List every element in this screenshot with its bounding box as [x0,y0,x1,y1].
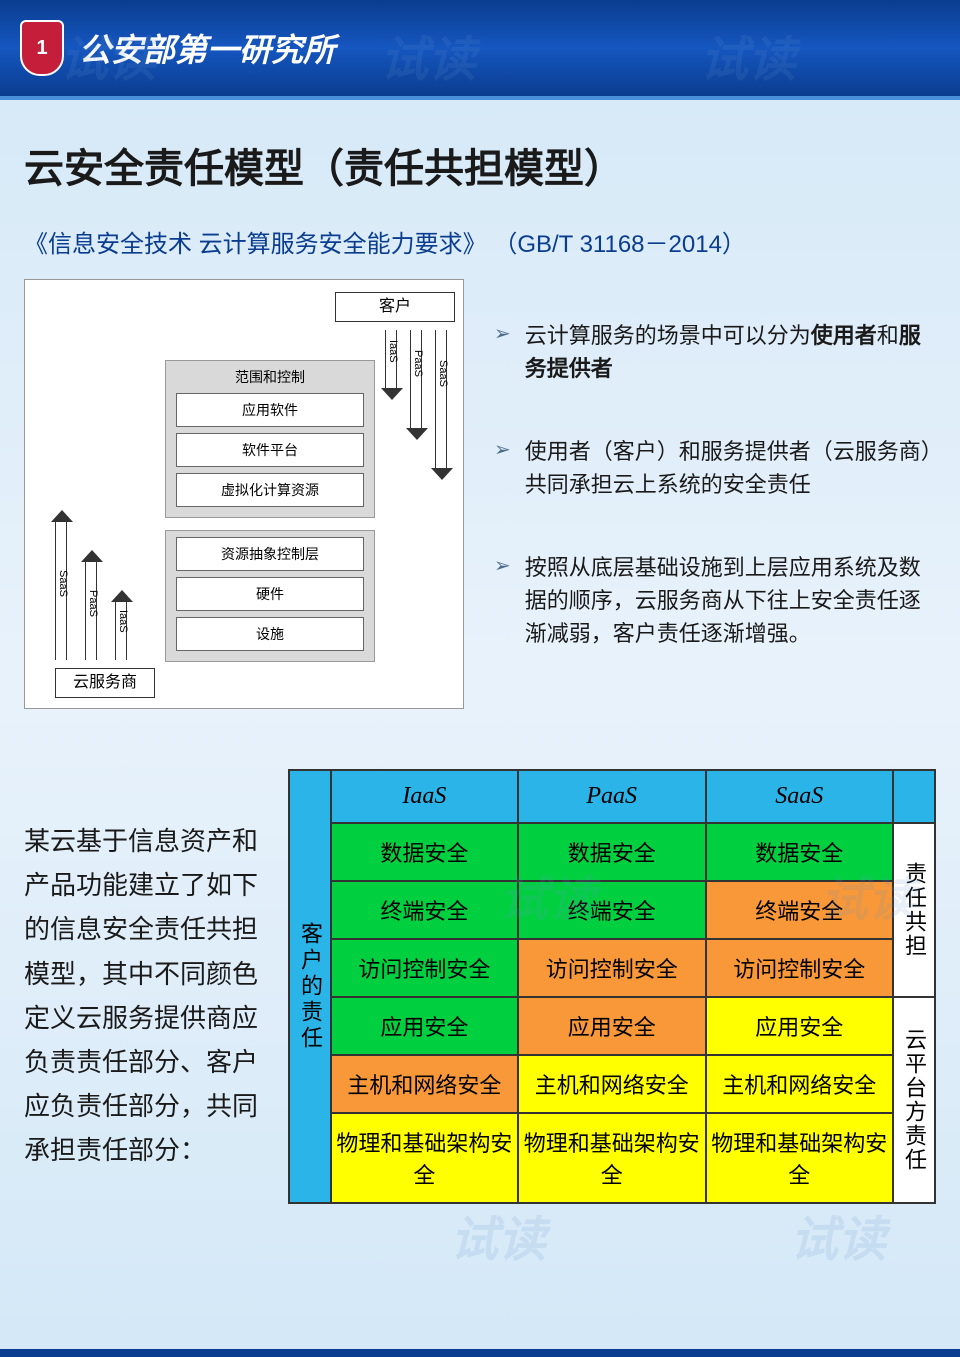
lower-section: 某云基于信息资产和产品功能建立了如下的信息安全责任共担模型，其中不同颜色定义云服… [24,769,936,1204]
bold-text: 使用者 [811,323,877,348]
left-side-label: 客户的责任 [289,770,331,1203]
layer-virtual: 虚拟化计算资源 [176,473,364,507]
cell: 物理和基础架构安全 [331,1113,518,1203]
cell: 访问控制安全 [518,939,706,997]
upper-section: 客户 SaaS PaaS IaaS IaaS PaaS SaaS 范围和控制 应… [24,279,936,709]
header-bar: 1 公安部第一研究所 [0,0,960,100]
slide-subtitle: 《信息安全技术 云计算服务安全能力要求》 （GB/T 31168－2014） [24,224,936,259]
cell: 应用安全 [706,997,893,1055]
bullet-list: ➢ 云计算服务的场景中可以分为使用者和服务提供者 ➢ 使用者（客户）和服务提供者… [494,279,936,709]
cell: 应用安全 [331,997,518,1055]
bullet-item: ➢ 按照从底层基础设施到上层应用系统及数据的顺序，云服务商从下往上安全责任逐渐减… [494,551,936,650]
text: 和 [877,323,899,348]
table-row: 终端安全 终端安全 终端安全 [289,881,935,939]
layer-hardware: 硬件 [176,577,364,611]
responsibility-matrix: 客户的责任 IaaS PaaS SaaS 数据安全 数据安全 数据安全 责任共担… [288,769,936,1204]
arrow-label: IaaS [117,610,129,633]
layer-platform: 软件平台 [176,433,364,467]
table-row: 访问控制安全 访问控制安全 访问控制安全 [289,939,935,997]
table-row: 应用安全 应用安全 应用安全 云平台方责任 [289,997,935,1055]
right-label-platform: 云平台方责任 [893,997,935,1203]
bullet-item: ➢ 使用者（客户）和服务提供者（云服务商）共同承担云上系统的安全责任 [494,435,936,501]
cell: 物理和基础架构安全 [706,1113,893,1203]
infra-group: 资源抽象控制层 硬件 设施 [165,530,375,662]
arrow-saas-down [435,330,447,470]
cell: 数据安全 [706,823,893,881]
corner-cell [893,770,935,823]
bullet-marker-icon: ➢ [494,319,511,385]
arrow-label: IaaS [387,340,399,363]
layer-stack: 范围和控制 应用软件 软件平台 虚拟化计算资源 资源抽象控制层 硬件 设施 [165,360,375,674]
table-row: 主机和网络安全 主机和网络安全 主机和网络安全 [289,1055,935,1113]
bullet-marker-icon: ➢ [494,551,511,650]
cell: 终端安全 [518,881,706,939]
cell: 主机和网络安全 [706,1055,893,1113]
bullet-item: ➢ 云计算服务的场景中可以分为使用者和服务提供者 [494,319,936,385]
bullet-text: 云计算服务的场景中可以分为使用者和服务提供者 [525,319,936,385]
col-header-paas: PaaS [518,770,706,823]
org-name: 公安部第一研究所 [79,25,335,71]
footer-bar [0,1349,960,1357]
table-row: 数据安全 数据安全 数据安全 责任共担 [289,823,935,881]
cell: 访问控制安全 [331,939,518,997]
matrix-description: 某云基于信息资产和产品功能建立了如下的信息安全责任共担模型，其中不同颜色定义云服… [24,769,274,1204]
right-label-shared: 责任共担 [893,823,935,997]
scope-group: 范围和控制 应用软件 软件平台 虚拟化计算资源 [165,360,375,518]
cell: 终端安全 [331,881,518,939]
cell: 应用安全 [518,997,706,1055]
cell: 物理和基础架构安全 [518,1113,706,1203]
cell: 数据安全 [331,823,518,881]
col-header-saas: SaaS [706,770,893,823]
cell: 主机和网络安全 [331,1055,518,1113]
arrow-label: SaaS [57,570,69,597]
cell: 数据安全 [518,823,706,881]
scope-title: 范围和控制 [176,367,364,387]
bullet-marker-icon: ➢ [494,435,511,501]
text: 云计算服务的场景中可以分为 [525,323,811,348]
cell: 访问控制安全 [706,939,893,997]
provider-box: 云服务商 [55,668,155,698]
layer-facility: 设施 [176,617,364,651]
bullet-text: 按照从底层基础设施到上层应用系统及数据的顺序，云服务商从下往上安全责任逐渐减弱，… [525,551,936,650]
bullet-text: 使用者（客户）和服务提供者（云服务商）共同承担云上系统的安全责任 [525,435,936,501]
table-row: 物理和基础架构安全 物理和基础架构安全 物理和基础架构安全 [289,1113,935,1203]
arrow-label: PaaS [87,590,99,617]
arrow-label: PaaS [412,350,424,377]
layer-app: 应用软件 [176,393,364,427]
responsibility-diagram: 客户 SaaS PaaS IaaS IaaS PaaS SaaS 范围和控制 应… [24,279,464,709]
col-header-iaas: IaaS [331,770,518,823]
customer-box: 客户 [335,292,455,322]
slide-content: 云安全责任模型（责任共担模型） 《信息安全技术 云计算服务安全能力要求》 （GB… [0,100,960,1224]
arrow-label: SaaS [437,360,449,387]
layer-abstract: 资源抽象控制层 [176,537,364,571]
arrow-paas-down [410,330,422,430]
cell: 终端安全 [706,881,893,939]
logo-badge: 1 [20,20,64,76]
table-row: 客户的责任 IaaS PaaS SaaS [289,770,935,823]
cell: 主机和网络安全 [518,1055,706,1113]
slide-title: 云安全责任模型（责任共担模型） [24,136,936,194]
